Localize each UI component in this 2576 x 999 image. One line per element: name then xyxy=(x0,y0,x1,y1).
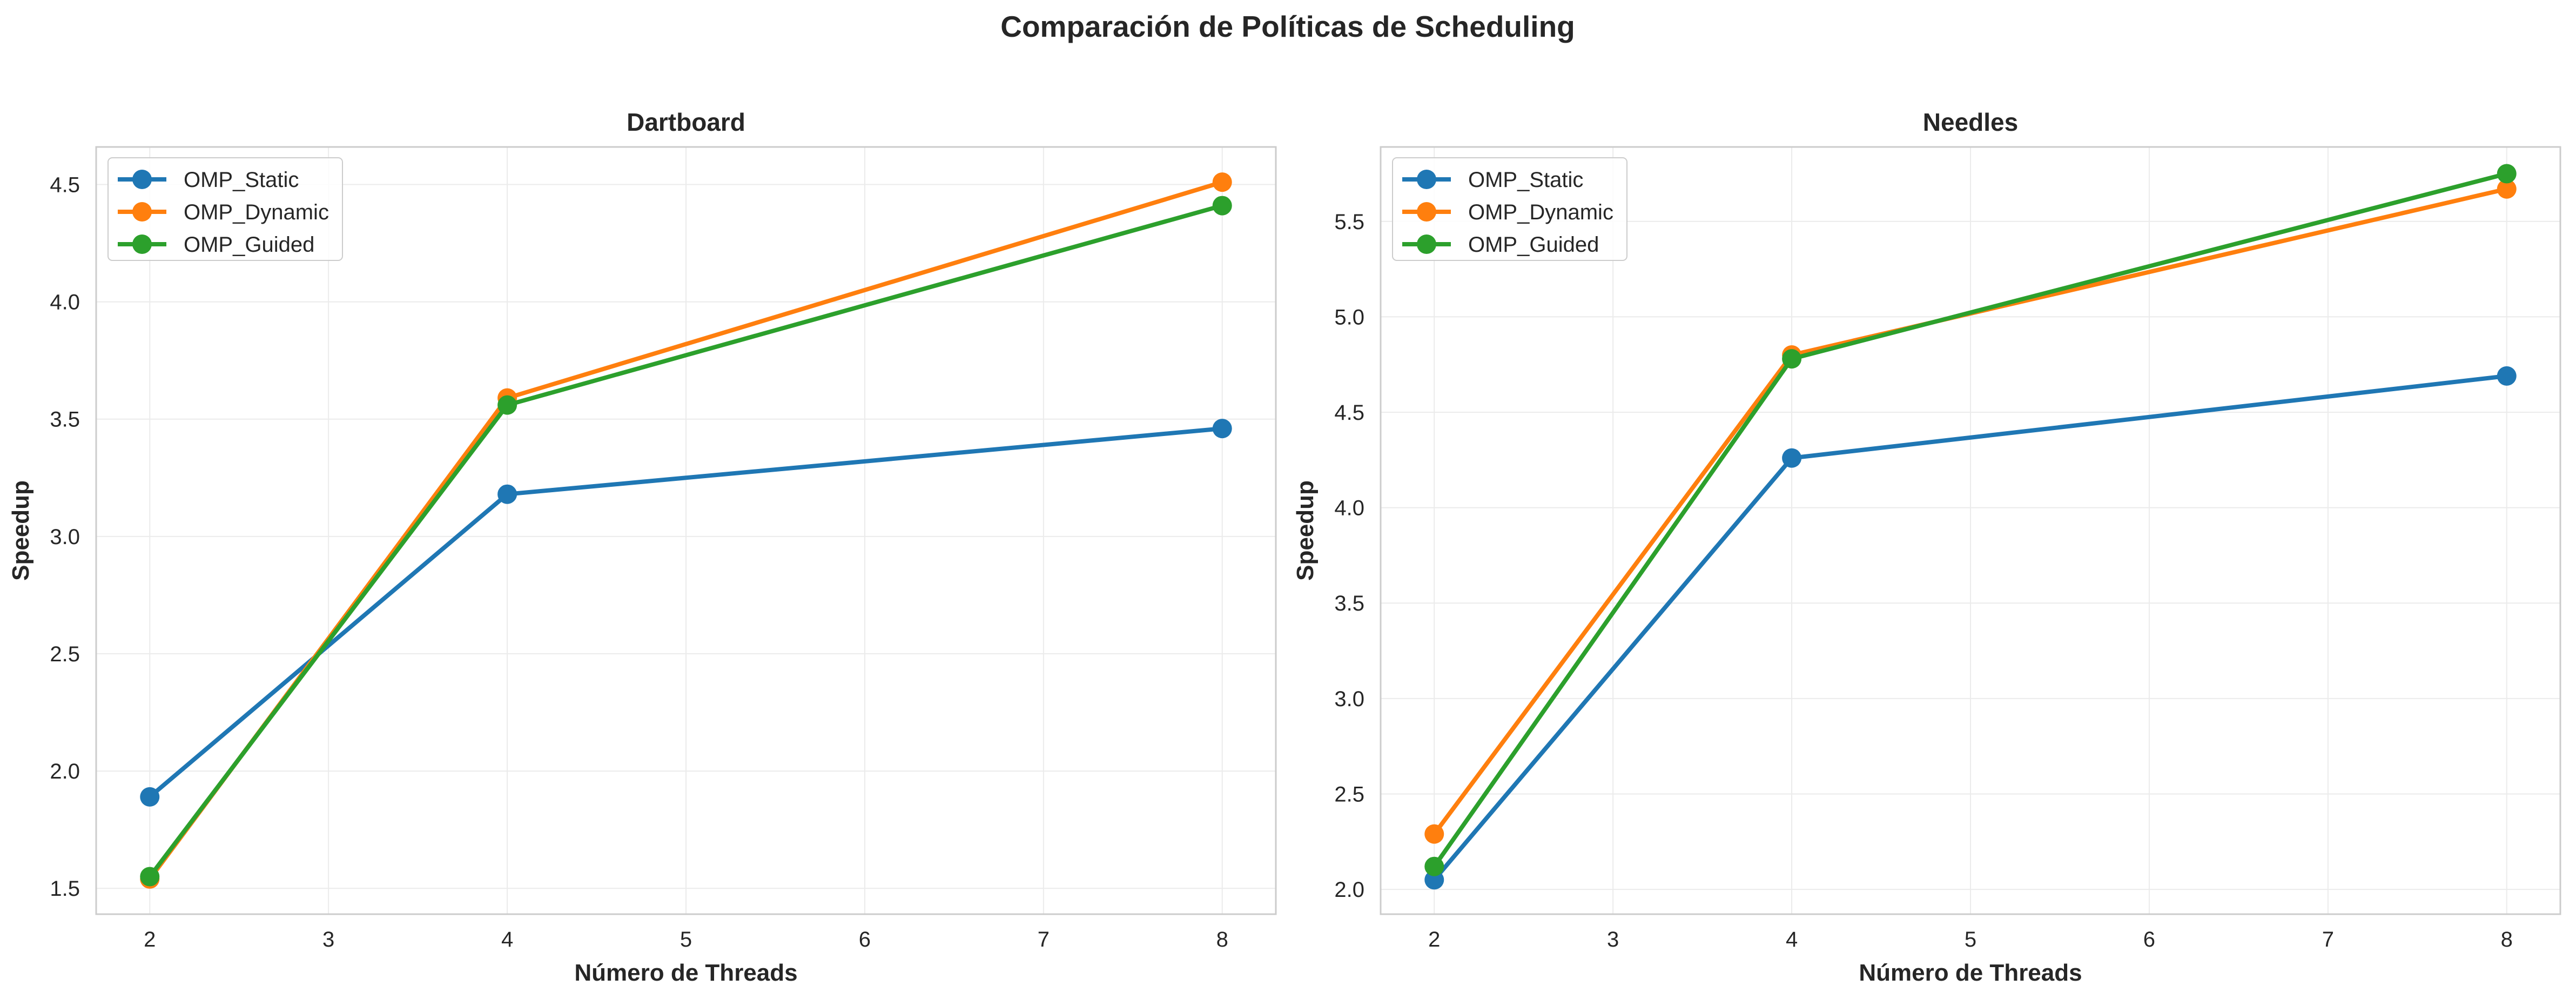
x-tick-label: 7 xyxy=(1038,928,1050,951)
y-axis-label: Speedup xyxy=(1292,480,1319,581)
data-point-omp-guided xyxy=(1424,856,1444,876)
x-tick-label: 8 xyxy=(2501,928,2513,951)
data-point-omp-static xyxy=(140,787,160,807)
x-tick-label: 4 xyxy=(501,928,513,951)
x-axis-label: Número de Threads xyxy=(1859,960,2082,986)
subplot-dartboard: 2 3 4 5 6 7 8 1.5 2.0 2.5 3.0 3.5 4.0 4.5 Dartboard Núm… xyxy=(8,108,1277,986)
legend-marker-omp-static xyxy=(132,170,152,189)
data-point-omp-guided xyxy=(1212,196,1232,216)
legend-marker-omp-dynamic xyxy=(132,202,152,222)
data-point-omp-static xyxy=(1212,419,1232,439)
data-point-omp-static xyxy=(1782,448,1802,468)
data-point-omp-guided xyxy=(140,867,160,887)
y-tick-label: 3.5 xyxy=(50,408,80,432)
data-point-omp-dynamic xyxy=(2497,179,2517,199)
x-tick-label: 3 xyxy=(1607,928,1619,951)
x-tick-label: 4 xyxy=(1786,928,1798,951)
y-tick-label: 4.5 xyxy=(50,173,80,197)
x-tick-label: 2 xyxy=(1428,928,1440,951)
data-point-omp-static xyxy=(1424,870,1444,890)
y-tick-label: 2.0 xyxy=(1334,878,1364,902)
axes-frame xyxy=(95,146,1277,915)
subplot-needles: 2 3 4 5 6 7 8 2.0 2.5 3.0 3.5 4.0 4.5 5.0 5.5 Needles Nú… xyxy=(1292,108,2561,986)
y-tick-label: 5.5 xyxy=(1334,210,1364,234)
y-tick-label: 3.0 xyxy=(1334,687,1364,711)
legend-label-omp-guided: OMP_Guided xyxy=(184,233,314,257)
data-point-omp-dynamic xyxy=(1424,824,1444,844)
x-tick-label: 7 xyxy=(2322,928,2334,951)
subplot-title: Dartboard xyxy=(627,108,745,136)
subplot-title: Needles xyxy=(1923,108,2018,136)
legend-box xyxy=(1392,157,1627,261)
y-tick-label: 2.0 xyxy=(50,760,80,783)
data-point-omp-guided xyxy=(1782,349,1802,369)
y-tick-label: 2.5 xyxy=(50,642,80,666)
legend-box xyxy=(107,157,343,261)
data-point-omp-guided xyxy=(2497,164,2517,184)
x-tick-label: 3 xyxy=(322,928,334,951)
legend-marker-omp-static xyxy=(1417,170,1436,189)
legend-label-omp-dynamic: OMP_Dynamic xyxy=(184,200,329,224)
y-tick-label: 3.0 xyxy=(50,525,80,549)
x-tick-label: 8 xyxy=(1216,928,1228,951)
y-axis-label: Speedup xyxy=(8,480,34,581)
data-point-omp-guided xyxy=(497,395,517,415)
y-tick-label: 3.5 xyxy=(1334,592,1364,615)
y-tick-label: 2.5 xyxy=(1334,782,1364,806)
data-point-omp-static xyxy=(497,484,517,504)
legend-label-omp-static: OMP_Static xyxy=(1468,168,1583,192)
x-tick-label: 5 xyxy=(1965,928,1976,951)
legend-marker-omp-guided xyxy=(1417,234,1436,254)
legend-label-omp-guided: OMP_Guided xyxy=(1468,233,1599,257)
legend: OMP_Static OMP_Dynamic OMP_Guided xyxy=(1392,157,1627,261)
data-point-omp-static xyxy=(2497,366,2517,386)
y-tick-label: 1.5 xyxy=(50,877,80,901)
x-tick-label: 5 xyxy=(680,928,692,951)
legend-label-omp-dynamic: OMP_Dynamic xyxy=(1468,200,1613,224)
x-axis-label: Número de Threads xyxy=(574,960,797,986)
legend: OMP_Static OMP_Dynamic OMP_Guided xyxy=(107,157,343,261)
x-tick-label: 6 xyxy=(2143,928,2155,951)
data-point-omp-dynamic xyxy=(1212,172,1232,192)
legend-marker-omp-dynamic xyxy=(1417,202,1436,222)
y-tick-label: 5.0 xyxy=(1334,305,1364,329)
y-tick-label: 4.0 xyxy=(1334,497,1364,520)
legend-marker-omp-guided xyxy=(132,234,152,254)
y-tick-label: 4.5 xyxy=(1334,401,1364,425)
x-tick-label: 6 xyxy=(859,928,871,951)
axes-frame xyxy=(1380,146,2561,915)
y-tick-label: 4.0 xyxy=(50,291,80,314)
legend-label-omp-static: OMP_Static xyxy=(184,168,299,192)
x-tick-label: 2 xyxy=(144,928,156,951)
figure-title: Comparación de Políticas de Scheduling xyxy=(1000,10,1575,43)
